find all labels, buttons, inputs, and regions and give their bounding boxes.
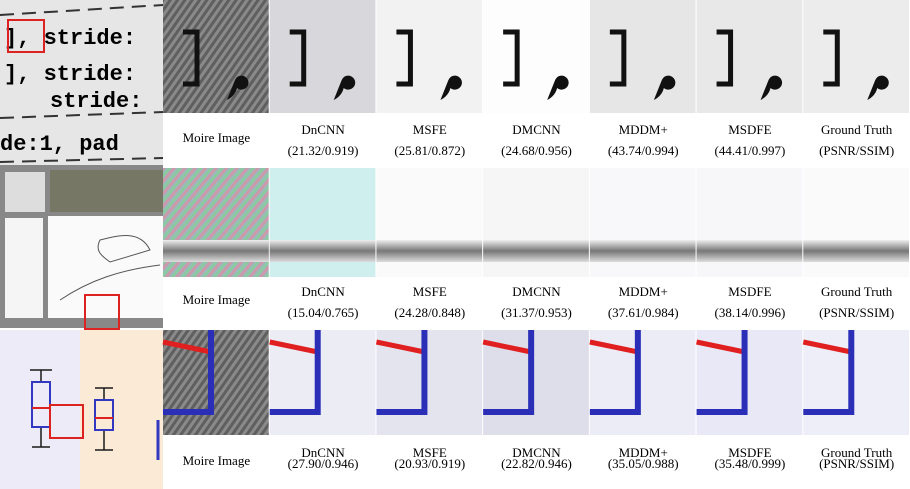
- panel-label: Ground Truth: [821, 122, 893, 137]
- result-panel: MDDM+(35.05/0.988): [590, 330, 696, 471]
- result-panel: DnCNN (15.04/0.765): [270, 168, 376, 320]
- panel-metrics: (20.93/0.919): [394, 456, 465, 471]
- result-panel: MSFE(20.93/0.919): [376, 330, 482, 471]
- source-image-3: [0, 330, 163, 489]
- result-panel: Moire Image: [163, 168, 269, 307]
- panel-metrics: (37.61/0.984): [608, 305, 679, 320]
- panel-image: [803, 0, 909, 113]
- panel-image: [376, 0, 482, 113]
- result-panel: MSFE (25.81/0.872): [376, 0, 482, 158]
- source-image-2: [0, 165, 163, 329]
- result-panel: Ground Truth (PSNR/SSIM): [803, 168, 909, 320]
- panel-metrics: (43.74/0.994): [608, 143, 679, 158]
- panel-image: [270, 0, 376, 113]
- panel-label: Moire Image: [183, 292, 251, 307]
- panel-metrics: (15.04/0.765): [288, 305, 359, 320]
- panel-metrics: (22.82/0.946): [501, 456, 572, 471]
- panel-metrics: (24.68/0.956): [501, 143, 572, 158]
- tube: [163, 240, 269, 262]
- source-text: ], stride:: [4, 26, 136, 51]
- panel-metrics: (24.28/0.848): [394, 305, 465, 320]
- panel-metrics: (25.81/0.872): [394, 143, 465, 158]
- panel-metrics: (PSNR/SSIM): [819, 456, 894, 471]
- result-panel: DMCNN (24.68/0.956): [483, 0, 589, 158]
- result-panel: MDDM+ (37.61/0.984): [590, 168, 696, 320]
- result-panel: DnCNN (21.32/0.919): [270, 0, 376, 158]
- tube: [590, 240, 696, 262]
- panel-label: Ground Truth: [821, 284, 893, 299]
- panel-label: DMCNN: [512, 284, 561, 299]
- panel-label: MSDFE: [728, 122, 771, 137]
- panel-metrics: (31.37/0.953): [501, 305, 572, 320]
- tube: [270, 240, 376, 262]
- result-panel: MSDFE (38.14/0.996): [697, 168, 803, 320]
- source-text: stride:: [50, 89, 142, 114]
- panel-image: [483, 0, 589, 113]
- panel-label: Moire Image: [183, 130, 251, 145]
- panel-metrics: (21.32/0.919): [288, 143, 359, 158]
- result-panel: Moire Image: [163, 0, 269, 145]
- panel-label: DnCNN: [301, 122, 345, 137]
- panel-metrics: (35.05/0.988): [608, 456, 679, 471]
- panel-label: DMCNN: [512, 122, 561, 137]
- panel-label: Moire Image: [183, 453, 251, 468]
- tube: [803, 240, 909, 262]
- tube: [697, 240, 803, 262]
- result-panel: Ground Truth (PSNR/SSIM): [803, 0, 909, 158]
- panel-label: MDDM+: [619, 284, 668, 299]
- tube: [376, 240, 482, 262]
- panel-metrics: (27.90/0.946): [288, 456, 359, 471]
- panel-metrics: (38.14/0.996): [715, 305, 786, 320]
- result-panel: MSDFE (44.41/0.997): [697, 0, 803, 158]
- source-image-1: ], stride: ], stride: stride: de:1, pad: [0, 0, 163, 165]
- panel-image: [163, 0, 269, 113]
- result-panel: Ground Truth(PSNR/SSIM): [803, 330, 909, 471]
- result-panel: MSFE (24.28/0.848): [376, 168, 482, 320]
- result-panel: MSDFE(35.48/0.999): [697, 330, 803, 471]
- panel-label: MDDM+: [619, 122, 668, 137]
- panel-metrics: (PSNR/SSIM): [819, 305, 894, 320]
- figure: ], stride: ], stride: stride: de:1, pad …: [0, 0, 910, 489]
- panel-metrics: (PSNR/SSIM): [819, 143, 894, 158]
- result-panel: MDDM+ (43.74/0.994): [590, 0, 696, 158]
- result-panel: DMCNN (31.37/0.953): [483, 168, 589, 320]
- source-text: ], stride:: [4, 62, 136, 87]
- result-panel: DMCNN(22.82/0.946): [483, 330, 589, 471]
- tube: [483, 240, 589, 262]
- result-panel: DnCNN(27.90/0.946): [270, 330, 376, 471]
- panel-metrics: (35.48/0.999): [715, 456, 786, 471]
- panel-metrics: (44.41/0.997): [715, 143, 786, 158]
- panel-image: [697, 0, 803, 113]
- panel-label: MSFE: [413, 122, 447, 137]
- source-text: de:1, pad: [0, 132, 119, 157]
- panel-label: MSDFE: [728, 284, 771, 299]
- panel-label: DnCNN: [301, 284, 345, 299]
- panel-label: MSFE: [413, 284, 447, 299]
- panel-image: [590, 0, 696, 113]
- result-panel: Moire Image: [163, 330, 269, 468]
